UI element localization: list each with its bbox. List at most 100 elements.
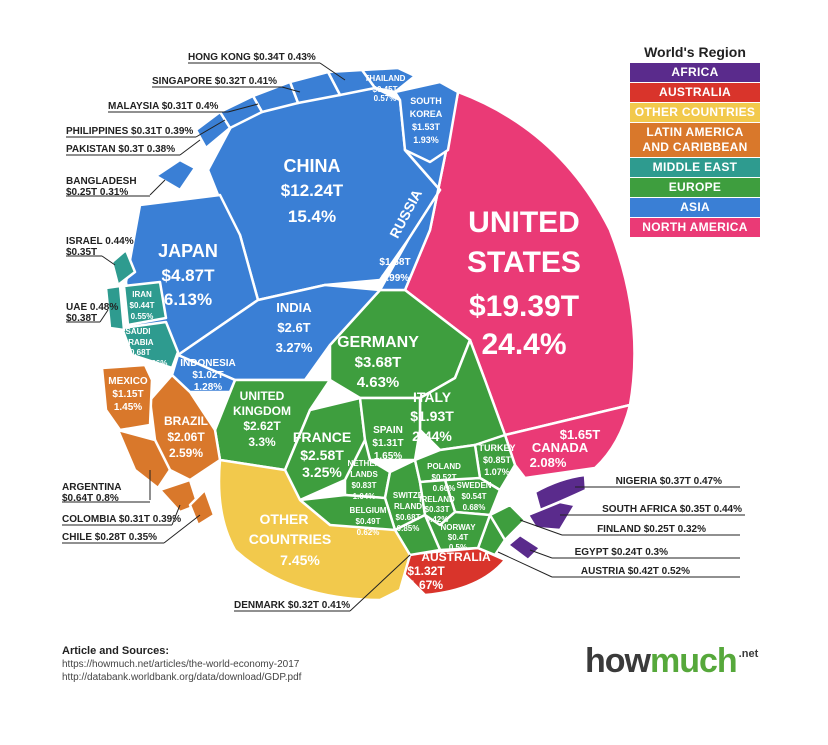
callout-austria: AUSTRIA $0.42T 0.52% <box>581 566 690 577</box>
label-thailand-line-1: THAILAND <box>365 74 406 83</box>
label-norway-line-1: NORWAY <box>440 523 476 532</box>
label-italy-line-1: ITALY <box>413 389 452 405</box>
label-japan-line-3: 6.13% <box>164 290 212 309</box>
callout-leader-egypt <box>529 549 553 559</box>
label-switzerland-line-2: RLAND <box>394 502 422 511</box>
logo-part-much: much <box>649 642 738 680</box>
label-japan-line-2: $4.87T <box>162 266 216 285</box>
source-link-2[interactable]: http://databank.worldbank.org/data/downl… <box>62 672 302 683</box>
callout-leader-pakistan <box>179 139 201 156</box>
label-mexico-line-3: 1.45% <box>114 402 142 413</box>
callout-hong-kong: HONG KONG $0.34T 0.43% <box>188 52 316 63</box>
legend-item-middle-east: MIDDLE EAST <box>630 158 760 177</box>
label-belgium-line-1: BELGIUM <box>350 506 387 515</box>
label-italy-line-2: $1.93T <box>410 408 454 424</box>
label-turkey-line-1: TURKEY <box>478 443 515 453</box>
label-canada-gdp: $1.65T <box>560 427 601 442</box>
label-germany-line-3: 4.63% <box>357 374 400 391</box>
label-indonesia-line-1: INDONESIA <box>180 358 236 369</box>
sources: Article and Sources: https://howmuch.net… <box>62 645 301 684</box>
callout-pakistan: PAKISTAN $0.3T 0.38% <box>66 144 175 155</box>
label-australia-line-3: 1.67% <box>409 578 443 592</box>
callout-philippines: PHILIPPINES $0.31T 0.39% <box>66 126 193 137</box>
label-canada-name: CANADA <box>532 440 589 455</box>
legend-item-europe: EUROPE <box>630 178 760 197</box>
callout-israel-gdp: $0.35T <box>66 247 97 258</box>
callout-nigeria: NIGERIA $0.37T 0.47% <box>616 476 722 487</box>
sources-title: Article and Sources: <box>62 645 169 657</box>
label-ireland-line-2: $0.33T <box>425 505 450 514</box>
callout-leader-uae <box>99 309 109 323</box>
label-norway-line-3: 0.5% <box>449 543 467 552</box>
logo-part-how: how <box>585 642 651 680</box>
callout-leader-denmark <box>349 554 411 612</box>
label-united-states-name-2: STATES <box>467 246 581 279</box>
label-china-line-3: 15.4% <box>288 207 336 226</box>
callout-malaysia: MALAYSIA $0.31T 0.4% <box>108 101 219 112</box>
label-spain-line-1: SPAIN <box>373 425 403 436</box>
label-netherlands-line-2: LANDS <box>350 470 378 479</box>
callout-singapore: SINGAPORE $0.32T 0.41% <box>152 76 277 87</box>
label-belgium-line-2: $0.49T <box>356 517 381 526</box>
label-indonesia-line-3: 1.28% <box>194 382 222 393</box>
label-brazil-line-1: BRAZIL <box>164 414 208 428</box>
callout-leader-hong-kong <box>319 62 346 81</box>
label-saudi-arabia-line-3: $0.68T <box>126 348 151 357</box>
source-link-1[interactable]: https://howmuch.net/articles/the-world-e… <box>62 659 300 670</box>
label-india-line-1: INDIA <box>276 300 312 315</box>
callout-colombia: COLOMBIA $0.31T 0.39% <box>62 514 181 525</box>
label-sweden-line-2: $0.54T <box>462 492 487 501</box>
label-saudi-arabia-line-2: ARABIA <box>122 338 153 347</box>
label-united-kingdom-line-1: UNITED <box>240 389 285 403</box>
callout-bangladesh-values: $0.25T 0.31% <box>66 187 128 198</box>
label-netherlands-line-4: 1.04% <box>353 492 376 501</box>
label-spain-line-3: 1.65% <box>374 451 402 462</box>
label-brazil-line-3: 2.59% <box>169 446 203 460</box>
cell-australia <box>398 546 507 597</box>
label-switzerland-line-4: 0.85% <box>397 524 420 533</box>
label-south-korea-line-1: SOUTH <box>410 96 442 106</box>
label-united-states-share: 24.4% <box>481 328 566 361</box>
label-russia-gdp: $1.58T <box>379 257 410 268</box>
cells <box>100 66 636 602</box>
cell-south-korea <box>393 80 460 164</box>
cell-indonesia <box>170 353 237 394</box>
label-netherlands-line-3: $0.83T <box>352 481 377 490</box>
label-poland-line-1: POLAND <box>427 462 461 471</box>
callout-leader-malaysia <box>227 103 259 113</box>
label-other-countries-name-1: OTHER <box>260 511 309 527</box>
label-turkey-line-2: $0.85T <box>483 455 512 465</box>
legend-item-australia: AUSTRALIA <box>630 83 760 102</box>
label-ireland-line-1: IRELAND <box>419 495 455 504</box>
callout-leader-austria <box>497 551 553 578</box>
callout-denmark: DENMARK $0.32T 0.41% <box>234 600 350 611</box>
callout-uae-gdp: $0.38T <box>66 313 97 324</box>
cell-uae <box>104 284 126 332</box>
legend-item-africa: AFRICA <box>630 63 760 82</box>
callout-leader-colombia <box>171 504 181 526</box>
label-mexico-line-2: $1.15T <box>112 389 143 400</box>
legend-item-asia: ASIA <box>630 198 760 217</box>
label-indonesia-line-2: $1.02T <box>192 370 223 381</box>
callout-israel-name: ISRAEL 0.44% <box>66 236 134 247</box>
label-sweden-line-3: 0.68% <box>463 503 486 512</box>
cell-pakistan <box>194 110 232 150</box>
label-iran-line-2: $0.44T <box>130 301 155 310</box>
label-australia-line-2: $1.32T <box>407 564 445 578</box>
label-india-line-3: 3.27% <box>276 340 313 355</box>
callout-uae-name: UAE 0.48% <box>66 302 118 313</box>
label-saudi-arabia-line-1: SAUDI <box>126 327 151 336</box>
label-saudi-arabia-line-4: 0.86% <box>145 359 168 368</box>
label-netherlands-line-1: NETHER <box>348 459 381 468</box>
label-sweden-line-1: SWEDEN <box>456 481 491 490</box>
cell-canada <box>503 403 632 480</box>
label-belgium-line-3: 0.62% <box>357 528 380 537</box>
callout-south-africa: SOUTH AFRICA $0.35T 0.44% <box>602 504 742 515</box>
label-switzerland-line-1: SWITZE <box>393 491 424 500</box>
callout-bangladesh-name: BANGLADESH <box>66 176 137 187</box>
legend: World's Region AFRICA AUSTRALIA OTHER COUN… <box>630 44 760 238</box>
legend-item-north-america: NORTH AMERICA <box>630 218 760 237</box>
callout-argentina-values: $0.64T 0.8% <box>62 493 119 504</box>
logo-part-net: .net <box>738 648 759 660</box>
